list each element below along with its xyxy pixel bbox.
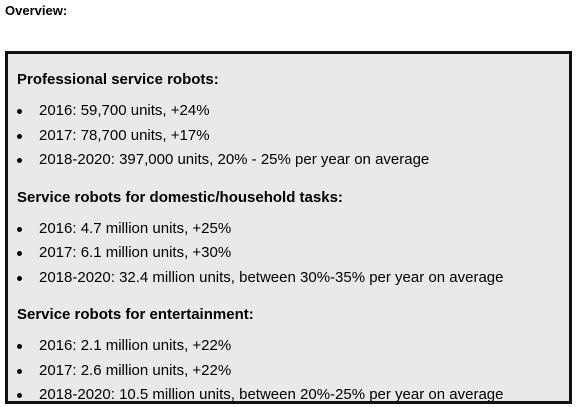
list-item: 2018-2020: 397,000 units, 20% - 25% per … <box>39 151 430 168</box>
bullet <box>17 251 22 256</box>
bullet <box>17 226 22 232</box>
section-heading: Professional service robots: <box>17 71 219 88</box>
bullet <box>17 109 22 114</box>
bullet <box>17 393 22 398</box>
bullet <box>17 275 22 281</box>
bullet <box>17 368 22 374</box>
title: Overview: <box>5 3 68 18</box>
bullet <box>17 133 22 139</box>
list-item: 2016: 4.7 million units, +25% <box>39 219 232 237</box>
list-item: 2018-2020: 10.5 million units, between 2… <box>39 386 504 403</box>
list-item: 2017: 2.6 million units, +22% <box>39 361 232 379</box>
section-heading: Service robots for entertainment: <box>17 306 254 323</box>
list-item: 2016: 59,700 units, +24% <box>39 102 210 119</box>
overview-box: Professional service robots: 2016: 59,700… <box>5 51 572 404</box>
list-item: 2017: 78,700 units, +17% <box>39 126 210 144</box>
list-item: 2018-2020: 32.4 million units, between 3… <box>39 268 504 286</box>
section-heading: Service robots for domestic/household ta… <box>17 188 343 206</box>
list-item: 2017: 6.1 million units, +30% <box>39 244 232 261</box>
list-item: 2016: 2.1 million units, +22% <box>39 337 232 354</box>
bullet <box>17 344 22 349</box>
bullet <box>17 158 22 163</box>
